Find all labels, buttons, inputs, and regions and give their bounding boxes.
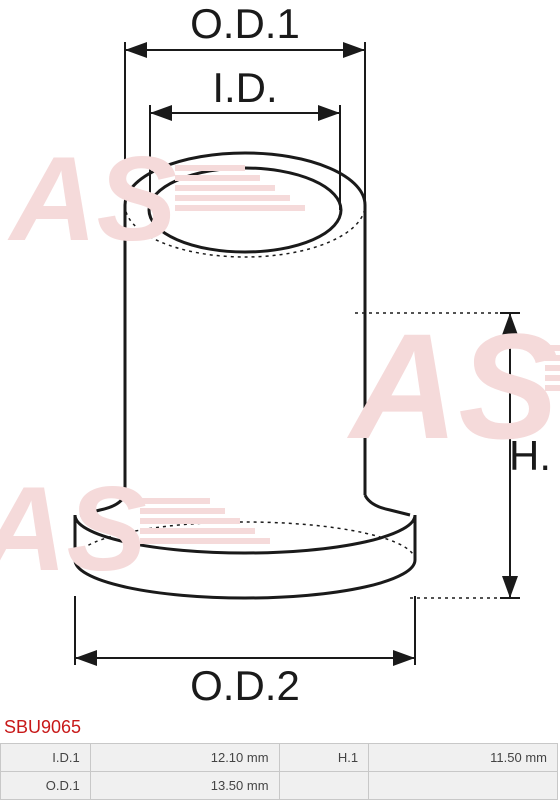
bushing-diagram: O.D.1 I.D. [0,0,560,720]
dim-id: I.D. [150,64,340,210]
technical-drawing: AS AS AS O.D.1 I.D. [0,0,560,720]
dim-od2-label: O.D.2 [190,662,300,709]
part-number: SBU9065 [4,717,81,738]
table-row: O.D.1 13.50 mm [1,772,558,800]
dim-od1-label: O.D.1 [190,0,300,47]
spec-value: 11.50 mm [369,744,558,772]
spec-table: I.D.1 12.10 mm H.1 11.50 mm O.D.1 13.50 … [0,743,558,800]
spec-empty [369,772,558,800]
dim-id-label: I.D. [212,64,277,111]
spec-value: 13.50 mm [90,772,279,800]
spec-empty [279,772,369,800]
spec-label: I.D.1 [1,744,91,772]
bushing-body [75,153,510,598]
spec-value: 12.10 mm [90,744,279,772]
dim-od2: O.D.2 [75,596,415,709]
spec-label: H.1 [279,744,369,772]
dim-h: H. [500,313,551,598]
dim-h-label: H. [509,432,551,479]
table-row: I.D.1 12.10 mm H.1 11.50 mm [1,744,558,772]
spec-label: O.D.1 [1,772,91,800]
